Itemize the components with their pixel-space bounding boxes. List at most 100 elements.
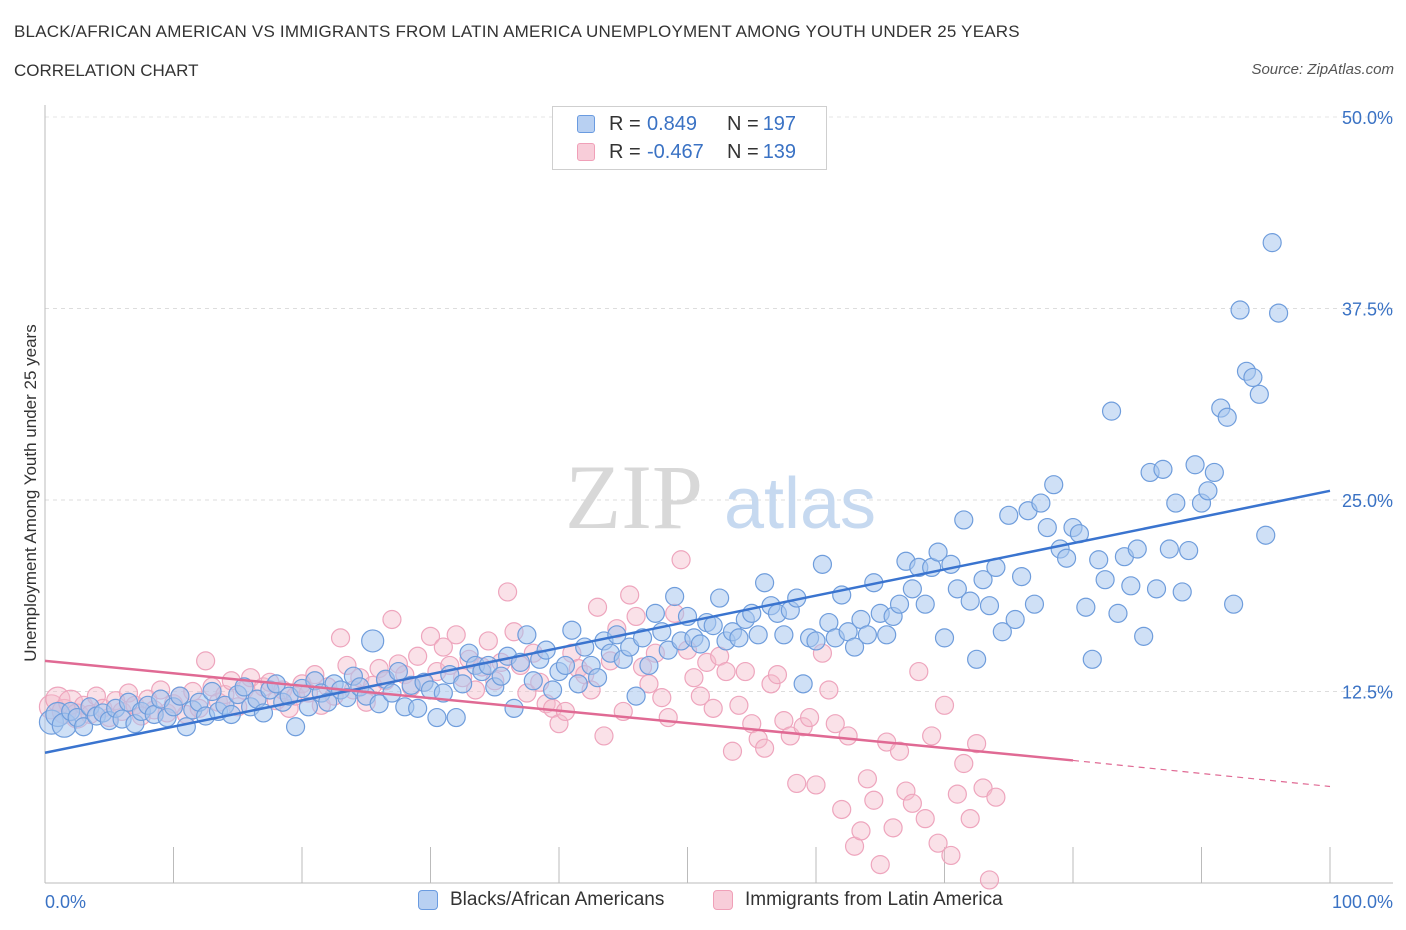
legend-swatch-pink (713, 890, 733, 910)
chart-subtitle: CORRELATION CHART (14, 61, 199, 80)
data-point-latin (806, 775, 826, 795)
data-point-black (754, 573, 775, 593)
legend-r-value: -0.467 (647, 140, 704, 163)
data-point-black (1082, 649, 1102, 669)
chart-title: BLACK/AFRICAN AMERICAN VS IMMIGRANTS FRO… (14, 22, 1020, 41)
legend-label-black: Blacks/African Americans (450, 889, 665, 910)
data-point-latin (967, 733, 987, 754)
data-point-latin (767, 665, 788, 685)
data-point-black (542, 680, 563, 700)
data-point-latin (729, 695, 749, 715)
data-point-black (555, 655, 576, 676)
data-point-black (388, 661, 408, 682)
trend-line-latin (44, 659, 1074, 762)
data-point-latin (960, 809, 980, 829)
data-point-black (1166, 493, 1186, 513)
data-point-latin (896, 781, 916, 801)
data-point-black (568, 674, 588, 694)
data-point-black (979, 596, 1000, 616)
trend-line-latin-extrapolated (1072, 759, 1331, 788)
legend-r-label: R = (609, 112, 641, 135)
data-point-latin (922, 726, 942, 746)
y-tick-label: 25.0% (1342, 491, 1393, 511)
data-point-black (1224, 594, 1244, 614)
data-point-black (639, 655, 659, 676)
y-axis-label: Unemployment Among Youth under 25 years (21, 324, 40, 661)
data-point-latin (954, 753, 974, 774)
data-point-latin (549, 714, 569, 734)
data-point-black (1159, 539, 1179, 559)
data-point-black (1121, 576, 1141, 596)
data-point-black (170, 686, 190, 706)
legend-row-black: R = 0.849 N = 197 (577, 111, 796, 137)
data-point-latin (857, 769, 878, 789)
data-point-black (1134, 626, 1154, 646)
data-point-black (857, 625, 878, 645)
data-point-black (587, 668, 608, 688)
data-point-black (844, 637, 865, 657)
data-point-black (703, 616, 723, 636)
legend-item-black: Blacks/African Americans (418, 889, 664, 911)
watermark-atlas: atlas (724, 464, 876, 544)
data-point-black (453, 674, 473, 694)
data-point-black (806, 631, 826, 651)
data-point-latin (934, 695, 955, 715)
data-point-black (973, 570, 993, 590)
data-point-latin (196, 651, 216, 671)
data-point-latin (703, 698, 723, 718)
data-point-black (774, 625, 794, 645)
data-point-black (1005, 609, 1025, 630)
data-point-black (812, 554, 833, 574)
data-point-latin (787, 773, 807, 794)
data-point-latin (819, 680, 839, 700)
data-point-black (729, 628, 749, 648)
data-point-black (960, 591, 980, 611)
data-point-latin (754, 738, 775, 758)
data-point-black (902, 579, 922, 599)
data-point-latin (446, 625, 466, 645)
data-point-black (234, 677, 254, 697)
data-point-black (446, 707, 466, 728)
data-point-black (1146, 579, 1167, 599)
data-point-black (1204, 462, 1224, 483)
data-point-latin (330, 628, 351, 648)
data-point-black (1127, 539, 1147, 559)
data-point-latin (851, 821, 871, 841)
data-point-latin (832, 799, 852, 820)
data-point-black (1076, 597, 1096, 617)
series-legend: Blacks/African Americans Immigrants from… (0, 889, 1406, 917)
data-point-black (318, 692, 338, 712)
data-point-black (748, 625, 768, 645)
data-point-black (1185, 455, 1205, 475)
data-point-black (992, 622, 1012, 642)
data-point-black (793, 674, 813, 694)
data-point-black (1217, 407, 1237, 427)
data-point-latin (799, 707, 820, 728)
trend-lines (44, 489, 1331, 788)
legend-swatch-blue (577, 115, 595, 133)
legend-r-value: 0.849 (647, 112, 698, 135)
data-point-latin (478, 631, 498, 651)
trend-line-black (44, 489, 1331, 755)
data-point-black (915, 594, 935, 614)
data-point-black (1249, 384, 1269, 404)
data-point-black (1044, 475, 1064, 495)
data-point-black (369, 694, 389, 714)
y-tick-label: 37.5% (1342, 300, 1393, 320)
data-point-black (934, 628, 955, 648)
data-point-black (1256, 525, 1276, 545)
data-point-black (645, 603, 665, 623)
data-point-black (73, 717, 94, 737)
data-point-latin (941, 845, 961, 866)
data-point-black (523, 671, 543, 691)
data-point-black (176, 717, 196, 737)
data-point-black (947, 579, 967, 599)
legend-n-label: N = (727, 112, 759, 135)
data-point-black (202, 681, 222, 702)
source-credit: Source: ZipAtlas.com (1251, 61, 1394, 78)
x-tick-label-max: 100.0% (1332, 892, 1393, 912)
data-point-black (928, 542, 948, 562)
data-point-black (999, 505, 1019, 525)
data-point-black (1262, 233, 1282, 253)
